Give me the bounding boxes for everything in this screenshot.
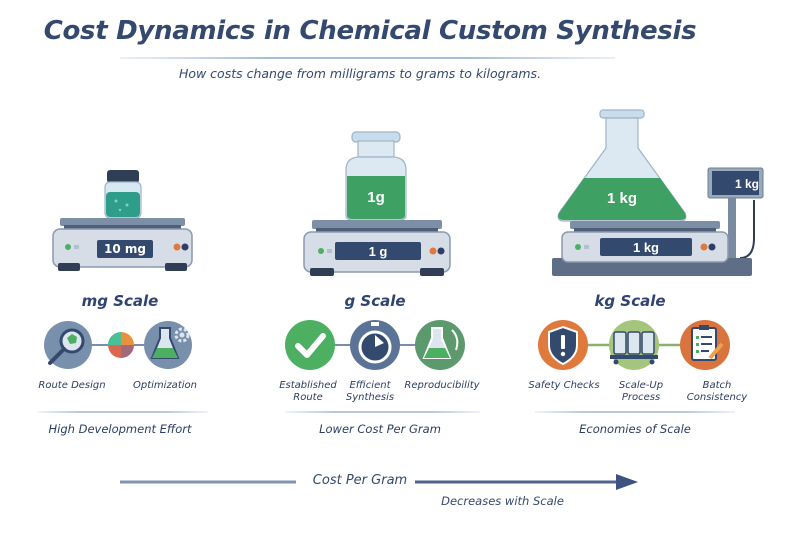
established-route-label: Established Route bbox=[279, 380, 337, 403]
kg-display: 1 kg bbox=[633, 240, 659, 255]
safety-checks-label: Safety Checks bbox=[528, 380, 600, 391]
kg-scale-label: kg Scale bbox=[594, 292, 666, 310]
g-icon-row bbox=[285, 320, 465, 370]
route-design-label: Route Design bbox=[38, 380, 106, 391]
mg-icon-row bbox=[44, 321, 192, 369]
checkmark-icon bbox=[285, 320, 335, 370]
erlenmeyer-flask-icon bbox=[557, 109, 687, 222]
g-scale-illustration: 1g 1 g bbox=[303, 131, 451, 276]
remote-display: 1 kg bbox=[735, 177, 759, 191]
efficient-synthesis-label: Efficient Synthesis bbox=[345, 380, 395, 403]
g-display: 1 g bbox=[369, 244, 388, 259]
g-footer: Lower Cost Per Gram bbox=[319, 422, 441, 436]
mg-footer: High Development Effort bbox=[48, 422, 192, 436]
jar-icon bbox=[345, 131, 407, 221]
mg-divider bbox=[38, 411, 208, 413]
kg-scale-illustration: 1 kg 1 kg 1 kg bbox=[552, 109, 764, 276]
g-scale-label: g Scale bbox=[344, 292, 406, 310]
title-divider bbox=[120, 57, 615, 59]
vial-icon bbox=[104, 170, 142, 219]
shield-alert-icon bbox=[538, 320, 588, 370]
page-subtitle: How costs change from milligrams to gram… bbox=[178, 66, 542, 81]
clipboard-pencil-icon bbox=[680, 320, 730, 370]
mg-scale-illustration bbox=[52, 170, 193, 271]
batch-consistency-label: Batch Consistency bbox=[686, 380, 748, 403]
g-divider bbox=[285, 411, 480, 413]
pie-chart-icon bbox=[108, 332, 134, 358]
arrow-sublabel: Decreases with Scale bbox=[441, 494, 564, 508]
jar-label: 1g bbox=[367, 189, 385, 206]
magnifier-molecule-icon bbox=[44, 321, 92, 369]
reproducibility-label: Reproducibility bbox=[404, 380, 480, 391]
flask-gear-icon bbox=[144, 321, 192, 369]
arrow-label: Cost Per Gram bbox=[312, 473, 408, 488]
kg-footer: Economies of Scale bbox=[579, 422, 691, 436]
arrowhead-icon bbox=[616, 474, 638, 490]
kg-divider bbox=[535, 411, 735, 413]
flask-label: 1 kg bbox=[607, 190, 637, 207]
page-title: Cost Dynamics in Chemical Custom Synthes… bbox=[43, 16, 697, 46]
stopwatch-icon bbox=[350, 320, 400, 370]
flask-cycle-icon bbox=[415, 320, 465, 370]
mg-display: 10 mg bbox=[97, 240, 153, 258]
bottles-cart-icon bbox=[609, 320, 659, 370]
mg-scale-label: mg Scale bbox=[81, 292, 159, 310]
cost-arrow bbox=[120, 474, 638, 490]
kg-icon-row bbox=[538, 320, 730, 370]
optimization-label: Optimization bbox=[133, 380, 197, 391]
scale-up-process-label: Scale-Up Process bbox=[618, 380, 664, 403]
